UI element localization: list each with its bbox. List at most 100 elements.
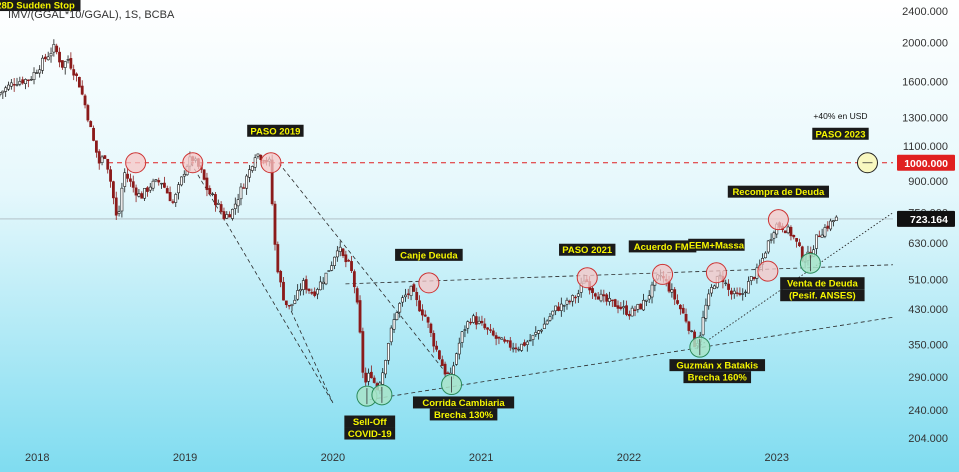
candle-body xyxy=(66,59,70,61)
candle-body xyxy=(491,330,495,336)
candle-body xyxy=(355,288,359,303)
candle-body xyxy=(52,44,56,53)
candle-body xyxy=(146,187,149,192)
candle-body xyxy=(565,299,569,305)
candle-body xyxy=(738,293,742,295)
candle-body xyxy=(820,234,824,238)
annotation-label-bg xyxy=(559,243,616,256)
candle-body xyxy=(341,248,345,256)
annotation-label: Sell-Off xyxy=(353,417,388,428)
candle-body xyxy=(208,188,212,195)
annotation-label-bg xyxy=(412,396,515,409)
candle-body xyxy=(205,177,209,190)
trendline xyxy=(190,162,334,404)
candle-body xyxy=(463,329,467,331)
candle-body xyxy=(517,348,521,351)
candle-body xyxy=(43,56,47,60)
candle-body xyxy=(528,339,532,342)
candle-body xyxy=(140,193,144,199)
y-tick-label: 1600.000 xyxy=(902,76,948,88)
candle-body xyxy=(644,299,648,302)
annotation-label-bg xyxy=(683,371,752,384)
candle-body xyxy=(316,289,319,295)
candle-body xyxy=(551,310,555,316)
y-tick-label: 204.000 xyxy=(908,433,948,445)
candle-body xyxy=(26,79,30,82)
candle-body xyxy=(503,339,507,342)
candle-body xyxy=(80,85,84,95)
candle-body xyxy=(77,76,81,88)
candle-body xyxy=(83,95,87,106)
candle-body xyxy=(129,178,132,182)
candle-body xyxy=(483,323,487,329)
candle-body xyxy=(236,199,240,207)
candle-body xyxy=(35,72,39,74)
candle-body xyxy=(282,281,285,301)
candle-body xyxy=(633,309,637,311)
candle-body xyxy=(114,197,118,216)
candle-body xyxy=(752,277,756,280)
annotation-label: Venta de Deuda xyxy=(787,279,858,290)
candle-body xyxy=(231,208,234,219)
annotation-label-bg xyxy=(669,359,766,372)
candle-body xyxy=(520,343,524,351)
y-tick-label: 630.000 xyxy=(908,238,948,250)
candle-body xyxy=(381,372,385,385)
candle-body xyxy=(333,256,336,266)
candle-body xyxy=(321,281,325,284)
candle-body xyxy=(117,211,121,214)
y-tick-label: 2400.000 xyxy=(902,6,948,18)
candle-body xyxy=(412,284,416,292)
y-tick-label: 1300.000 xyxy=(902,112,948,124)
annotation-label: PASO 2023 xyxy=(815,129,865,140)
annotation-label: PASO 2019 xyxy=(250,126,300,137)
candle-body xyxy=(21,79,25,84)
candle-body xyxy=(429,323,433,333)
candle-body xyxy=(562,305,566,307)
candle-body xyxy=(477,320,481,324)
x-tick-label: 2022 xyxy=(617,452,641,464)
y-tick-label: 900.000 xyxy=(908,176,948,188)
candle-body xyxy=(222,211,226,220)
candle-body xyxy=(202,169,206,180)
candle-body xyxy=(384,360,387,375)
candle-body xyxy=(514,347,518,350)
annotation-label-bg xyxy=(395,248,463,261)
y-tick-label: 510.000 xyxy=(908,274,948,286)
candle-body xyxy=(307,288,311,292)
candle-body xyxy=(435,345,438,350)
candle-body xyxy=(143,188,146,199)
candle-body xyxy=(438,350,441,360)
candle-body xyxy=(764,252,767,259)
candle-body xyxy=(599,293,603,302)
annotation-label: Brecha 160% xyxy=(688,373,748,384)
candle-body xyxy=(157,180,161,183)
candle-body xyxy=(511,347,515,350)
candle-body xyxy=(171,201,175,203)
red-circle-marker xyxy=(705,262,727,284)
annotation-label-bg xyxy=(344,415,396,428)
candle-body xyxy=(415,291,419,301)
candle-body xyxy=(245,175,249,189)
candle-body xyxy=(151,180,155,189)
candle-body xyxy=(596,296,600,300)
annotation-label: Recompra de Deuda xyxy=(732,187,825,198)
candle-body xyxy=(409,285,413,296)
annotation-label-bg xyxy=(429,408,498,421)
candle-body xyxy=(534,332,538,335)
candle-body xyxy=(318,281,322,291)
annotations-layer: 28D Sudden Stop PASO 2019 Canje Deuda PASO … xyxy=(0,0,869,440)
candle-body xyxy=(554,305,558,312)
candle-body xyxy=(670,289,674,293)
candle-body xyxy=(639,303,643,310)
candle-body xyxy=(772,232,776,239)
candle-body xyxy=(834,216,838,222)
candle-body xyxy=(741,293,745,295)
annotation-label: COVID-19 xyxy=(348,429,392,440)
y-tick-label: 350.000 xyxy=(908,340,948,352)
candle-body xyxy=(126,173,129,179)
candle-body xyxy=(111,181,115,199)
candle-body xyxy=(301,280,305,290)
candle-body xyxy=(795,238,799,242)
candle-body xyxy=(423,314,427,317)
